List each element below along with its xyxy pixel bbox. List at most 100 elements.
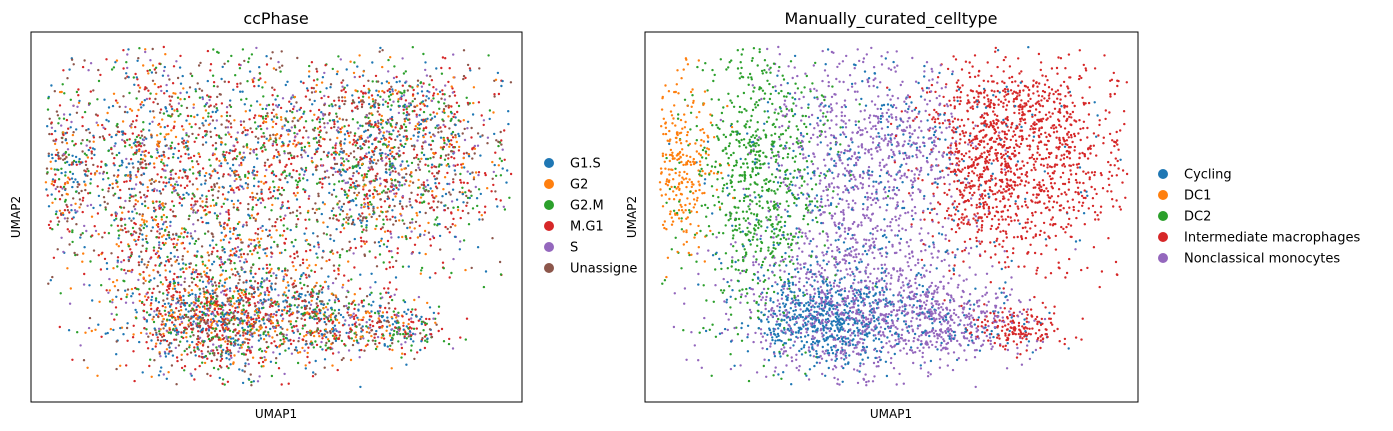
data-point	[384, 152, 387, 156]
data-point	[116, 224, 120, 227]
data-point	[451, 188, 455, 191]
data-point	[408, 326, 412, 329]
data-point	[379, 154, 383, 157]
data-point	[290, 154, 293, 157]
data-point	[122, 67, 125, 70]
data-point	[208, 173, 211, 176]
data-point	[501, 79, 504, 83]
data-point	[298, 129, 301, 132]
data-point	[56, 216, 59, 219]
data-point	[286, 227, 289, 230]
data-point	[155, 134, 159, 137]
data-point	[207, 115, 210, 118]
data-point	[143, 144, 146, 147]
data-point	[174, 260, 177, 263]
data-point	[470, 126, 473, 130]
data-point	[277, 308, 280, 312]
data-point	[212, 343, 215, 346]
data-point	[124, 77, 127, 80]
data-point	[162, 45, 165, 49]
data-point	[377, 102, 380, 106]
data-point	[346, 213, 349, 216]
data-point	[149, 59, 152, 62]
data-point	[259, 299, 262, 302]
data-point	[323, 366, 326, 369]
data-point	[174, 318, 177, 322]
data-point	[341, 179, 344, 183]
data-point	[264, 334, 268, 337]
data-point	[286, 200, 290, 203]
data-point	[55, 210, 58, 213]
data-point	[211, 283, 214, 286]
data-point	[158, 228, 161, 231]
data-point	[378, 177, 382, 180]
data-point	[276, 155, 279, 159]
data-point	[70, 163, 73, 166]
data-point	[263, 135, 266, 138]
data-point	[474, 185, 477, 189]
data-point	[142, 309, 146, 313]
data-point	[323, 314, 326, 317]
data-point	[260, 127, 263, 131]
data-point	[381, 89, 384, 93]
data-point	[188, 344, 191, 347]
data-point	[85, 129, 88, 132]
data-point	[410, 327, 413, 330]
data-point	[203, 174, 207, 178]
data-point	[327, 176, 330, 179]
data-point	[389, 230, 392, 233]
data-point	[168, 328, 171, 331]
data-point	[459, 336, 462, 339]
data-point	[448, 231, 451, 234]
data-point	[318, 120, 321, 124]
data-point	[238, 346, 241, 350]
data-point	[169, 251, 173, 255]
data-point	[355, 339, 359, 342]
data-point	[420, 269, 423, 272]
data-point	[187, 135, 190, 138]
data-point	[160, 215, 163, 219]
data-point	[282, 293, 285, 296]
data-point	[342, 88, 345, 91]
data-point	[250, 214, 254, 217]
data-point	[360, 299, 363, 303]
data-point	[341, 79, 345, 82]
data-point	[237, 323, 240, 327]
data-point	[238, 330, 241, 333]
data-point	[267, 314, 271, 317]
data-point	[304, 364, 307, 367]
data-point	[231, 305, 234, 308]
data-point	[190, 374, 193, 377]
data-point	[308, 218, 311, 221]
data-point	[81, 65, 85, 69]
data-point	[357, 217, 360, 220]
data-point	[198, 174, 201, 177]
data-point	[239, 90, 242, 93]
data-point	[53, 168, 56, 171]
data-point	[391, 88, 394, 91]
data-point	[288, 151, 292, 155]
data-point	[271, 225, 274, 228]
data-point	[338, 200, 341, 203]
data-point	[46, 125, 49, 128]
data-point	[227, 80, 230, 84]
data-point	[316, 304, 319, 307]
data-point	[238, 368, 241, 371]
data-point	[134, 308, 137, 312]
data-point	[358, 356, 361, 359]
data-point	[77, 192, 81, 195]
data-point	[418, 127, 421, 130]
data-point	[143, 99, 146, 102]
data-point	[306, 179, 309, 182]
data-point	[194, 203, 197, 206]
data-point	[76, 210, 79, 213]
data-point	[426, 340, 429, 344]
data-point	[220, 102, 224, 105]
data-point	[279, 134, 283, 138]
data-point	[185, 119, 188, 122]
data-point	[320, 300, 323, 303]
data-point	[198, 355, 201, 358]
data-point	[284, 214, 287, 217]
data-point	[158, 332, 161, 336]
data-point	[221, 284, 224, 287]
